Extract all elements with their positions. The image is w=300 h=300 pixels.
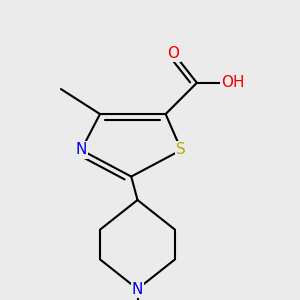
- Text: OH: OH: [221, 75, 244, 90]
- Text: O: O: [167, 46, 179, 61]
- Text: N: N: [76, 142, 87, 158]
- Text: S: S: [176, 142, 186, 158]
- Text: N: N: [132, 282, 143, 297]
